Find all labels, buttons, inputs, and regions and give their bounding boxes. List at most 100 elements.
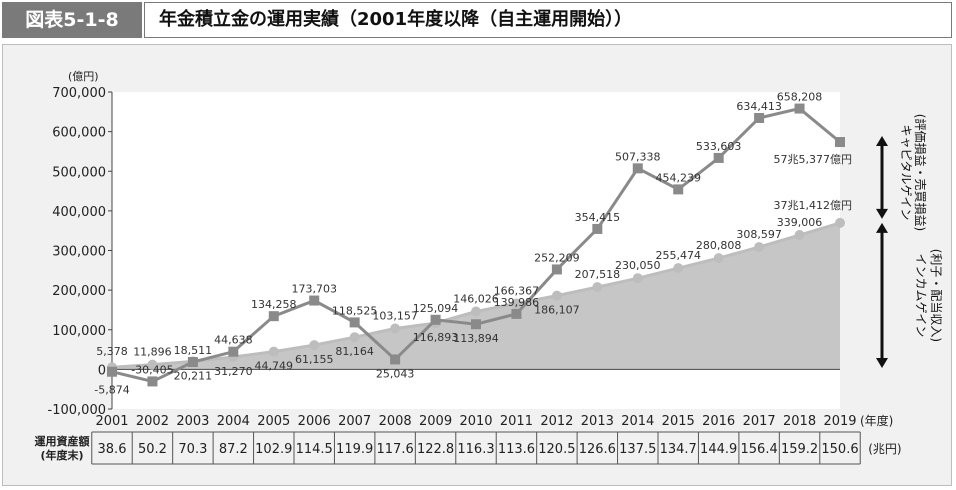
x-tick-label: 2008 (379, 414, 412, 429)
x-tick-label: 2004 (217, 414, 250, 429)
x-tick-label: 2012 (540, 414, 573, 429)
table-value: 156.4 (741, 442, 778, 457)
total-value-label: 139,986 (494, 296, 540, 309)
total-value-label: 57兆5,377億円 (774, 153, 853, 166)
income-point (754, 242, 765, 253)
total-point (511, 308, 522, 319)
table-value: 113.6 (498, 442, 535, 457)
x-tick-label: 2010 (459, 414, 492, 429)
x-tick-label: 2016 (702, 414, 735, 429)
capital-gain-label: キャピタルゲイン (899, 125, 913, 221)
table-value: 144.9 (700, 442, 737, 457)
total-point (754, 112, 765, 123)
table-value: 87.2 (219, 442, 248, 457)
total-point (309, 295, 320, 306)
income-area (112, 222, 840, 370)
income-value-label: 166,367 (494, 284, 540, 297)
x-tick-label: 2014 (621, 414, 654, 429)
table-value: 120.5 (538, 442, 575, 457)
y-tick-label: 300,000 (52, 245, 106, 260)
capital-gain-arrow-head-bottom (876, 208, 888, 219)
x-tick-label: 2007 (338, 414, 371, 429)
income-value-label: 31,270 (214, 365, 253, 378)
table-value: 159.2 (781, 442, 818, 457)
total-value-label: 134,258 (251, 298, 297, 311)
total-value-label: -5,874 (94, 384, 129, 397)
x-tick-label: 2013 (581, 414, 614, 429)
income-gain-note: (利子・配当収入) (929, 249, 943, 342)
total-point (390, 354, 401, 365)
x-tick-label: 2005 (257, 414, 290, 429)
income-value-label: 37兆1,412億円 (774, 199, 853, 212)
y-tick-label: 400,000 (52, 205, 106, 220)
table-value: 119.9 (336, 442, 373, 457)
total-point (835, 137, 845, 148)
total-point (632, 163, 643, 174)
table-row-label: 運用資産額 (35, 434, 90, 448)
total-point (471, 319, 481, 330)
income-value-label: 339,006 (777, 216, 823, 229)
income-point (794, 230, 805, 241)
income-point (511, 298, 522, 309)
header: 図表5-1-8 年金積立金の運用実績（2001年度以降（自主運用開始）） (0, 0, 956, 40)
income-point (673, 263, 684, 274)
income-value-label: 146,026 (453, 293, 499, 306)
total-value-label: 533,603 (696, 140, 742, 153)
income-value-label: 186,107 (534, 304, 580, 317)
table-value: 117.6 (377, 442, 414, 457)
x-tick-label: 2003 (176, 414, 209, 429)
table-value: 38.6 (98, 442, 127, 457)
total-point (673, 184, 684, 195)
income-point (349, 332, 360, 343)
total-value-label: 118,525 (332, 304, 378, 317)
income-value-label: 103,157 (372, 309, 418, 322)
table-value: 122.8 (417, 442, 454, 457)
total-point (551, 264, 562, 275)
total-value-label: 658,208 (777, 91, 823, 104)
table-value: 116.3 (457, 442, 494, 457)
income-gain-arrow-head-top (876, 222, 888, 233)
total-value-label: -30,405 (131, 363, 173, 376)
total-value-label: 18,511 (174, 344, 213, 357)
income-value-label: 280,808 (696, 239, 742, 252)
income-value-label: 11,896 (133, 346, 172, 359)
total-value-label: 44,638 (214, 334, 253, 347)
total-point (794, 103, 805, 114)
total-point (592, 223, 603, 234)
table-row-sublabel: (年度末) (40, 448, 83, 462)
income-point (390, 323, 401, 334)
chart-title: 年金積立金の運用実績（2001年度以降（自主運用開始）） (159, 9, 633, 30)
income-point (592, 282, 603, 293)
income-value-label: 308,597 (736, 228, 782, 241)
total-value-label: 354,415 (575, 211, 621, 224)
total-value-label: 507,338 (615, 150, 661, 163)
table-value: 134.7 (660, 442, 697, 457)
income-value-label: 5,378 (96, 345, 128, 358)
y-tick-label: -100,000 (48, 403, 106, 418)
table-value: 114.5 (296, 442, 333, 457)
total-point (268, 311, 279, 322)
income-point (835, 217, 845, 228)
total-value-label: 113,894 (453, 332, 499, 345)
total-value-label: 634,413 (736, 100, 782, 113)
y-tick-label: 0 (98, 363, 106, 378)
x-tick-label: 2019 (823, 414, 856, 429)
x-tick-label: 2017 (743, 414, 776, 429)
income-value-label: 116,893 (413, 331, 459, 344)
income-point (268, 346, 279, 357)
capital-gain-note: (評価損益・売買損益) (913, 114, 928, 231)
total-point (228, 346, 239, 357)
total-value-label: 125,094 (413, 302, 459, 315)
total-point (187, 357, 198, 368)
income-value-label: 255,474 (655, 249, 701, 262)
figure-label: 図表5-1-8 (2, 2, 142, 38)
income-gain-label: インカムゲイン (914, 254, 928, 338)
income-point (632, 273, 643, 284)
income-value-label: 44,749 (255, 360, 294, 373)
y-tick-label: 700,000 (52, 86, 106, 101)
table-value: 50.2 (138, 442, 167, 457)
table-value: 126.6 (579, 442, 616, 457)
title-box: 年金積立金の運用実績（2001年度以降（自主運用開始）） (144, 2, 952, 38)
income-gain-arrow-head-bottom (876, 358, 888, 368)
capital-gain-arrow-head-top (876, 136, 888, 147)
